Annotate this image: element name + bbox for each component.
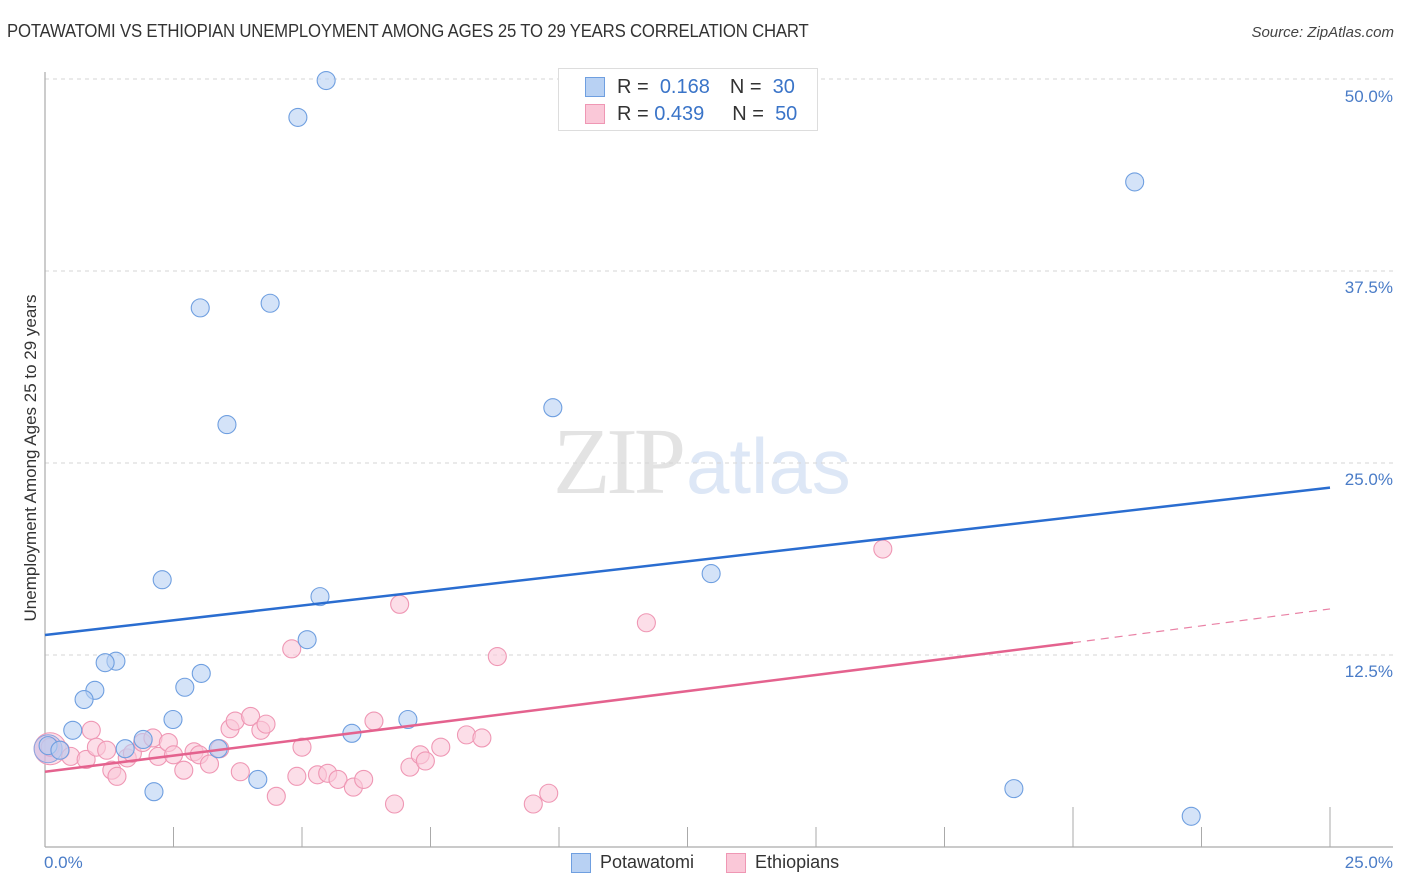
gridlines (45, 78, 1395, 656)
data-point[interactable] (390, 594, 410, 614)
data-point[interactable] (292, 737, 312, 757)
series-legend: Potawatomi Ethiopians (571, 852, 871, 873)
legend-row-ethiopians: R = 0.439 N = 50 (585, 102, 797, 126)
data-point[interactable] (316, 70, 336, 91)
data-point[interactable] (288, 107, 308, 127)
data-point[interactable] (74, 689, 94, 710)
data-point[interactable] (282, 639, 302, 659)
potawatomi-points (33, 70, 1201, 826)
x-tick-25: 25.0% (1344, 853, 1393, 872)
r-value: 0.439 (654, 102, 705, 125)
data-point[interactable] (115, 739, 135, 759)
ethiopians-trend-line (44, 641, 1074, 773)
y-tick-25: 25.0% (1344, 470, 1393, 489)
data-point[interactable] (873, 539, 893, 559)
data-point[interactable] (636, 613, 656, 633)
correlation-legend: R = 0.168 N = 30 R = 0.439 N = 50 (558, 68, 818, 131)
data-point[interactable] (364, 711, 384, 731)
data-point[interactable] (1004, 779, 1024, 799)
data-point[interactable] (328, 769, 348, 789)
data-point[interactable] (217, 415, 237, 435)
y-tick-50: 50.0% (1344, 87, 1393, 106)
data-point[interactable] (199, 754, 220, 774)
data-point[interactable] (1181, 806, 1201, 826)
y-tick-12-5: 12.5% (1344, 662, 1393, 681)
data-point[interactable] (287, 766, 307, 786)
n-value: 30 (772, 75, 795, 98)
data-point[interactable] (50, 740, 70, 760)
data-point[interactable] (152, 570, 172, 590)
data-point[interactable] (256, 714, 276, 734)
r-label: R = (617, 102, 649, 125)
potawatomi-trend-line (44, 486, 1331, 637)
data-point[interactable] (95, 653, 115, 673)
data-point[interactable] (63, 720, 83, 740)
potawatomi-swatch (571, 852, 591, 873)
ethiopians-swatch (585, 104, 605, 124)
data-point[interactable] (415, 751, 435, 771)
chart-title: POTAWATOMI VS ETHIOPIAN UNEMPLOYMENT AMO… (7, 21, 809, 41)
n-label: N = (732, 102, 764, 125)
data-point[interactable] (266, 786, 286, 806)
n-label: N = (729, 75, 762, 98)
potawatomi-swatch (585, 77, 605, 97)
data-point[interactable] (297, 630, 317, 650)
data-point[interactable] (487, 646, 507, 667)
ethiopians-trend-extension (1072, 608, 1331, 644)
data-point[interactable] (230, 762, 250, 782)
data-point[interactable] (523, 794, 543, 814)
data-point[interactable] (398, 709, 418, 730)
data-point[interactable] (163, 709, 183, 730)
legend-label: Ethiopians (755, 852, 840, 872)
y-tick-37-5: 37.5% (1344, 278, 1393, 297)
legend-label: Potawatomi (600, 852, 695, 872)
watermark-zip: ZIP (553, 410, 686, 514)
r-value: 0.168 (659, 75, 710, 98)
zipatlas-watermark: ZIPatlas (553, 408, 851, 516)
data-point[interactable] (241, 706, 261, 726)
legend-row-potawatomi: R = 0.168 N = 30 (585, 75, 795, 99)
data-point[interactable] (539, 783, 559, 803)
data-point[interactable] (81, 720, 101, 740)
axes (44, 72, 1393, 848)
legend-item-ethiopians[interactable]: Ethiopians (726, 852, 839, 873)
data-point[interactable] (133, 729, 153, 750)
legend-item-potawatomi[interactable]: Potawatomi (571, 852, 694, 873)
data-point[interactable] (175, 677, 195, 697)
data-point[interactable] (248, 769, 268, 789)
trend-lines (44, 486, 1331, 773)
data-point[interactable] (144, 782, 164, 802)
r-label: R = (617, 75, 649, 98)
data-point[interactable] (1125, 172, 1145, 192)
data-point[interactable] (97, 740, 117, 760)
data-point[interactable] (107, 766, 127, 786)
data-point[interactable] (431, 737, 451, 757)
watermark-atlas: atlas (686, 422, 851, 510)
data-point[interactable] (190, 298, 210, 318)
y-axis-label: Unemployment Among Ages 25 to 29 years (21, 294, 40, 622)
data-point[interactable] (260, 293, 280, 313)
data-point[interactable] (174, 760, 194, 780)
source-label: Source: ZipAtlas.com (1251, 24, 1394, 41)
data-point[interactable] (310, 587, 330, 607)
data-point[interactable] (384, 794, 405, 814)
n-value: 50 (775, 102, 798, 125)
data-point[interactable] (191, 663, 211, 683)
x-tick-0: 0.0% (44, 853, 83, 872)
ethiopians-swatch (726, 852, 747, 873)
data-point[interactable] (76, 749, 96, 769)
data-point[interactable] (701, 564, 721, 584)
data-point[interactable] (456, 725, 477, 745)
data-point[interactable] (472, 728, 492, 748)
data-point[interactable] (543, 398, 563, 418)
data-point[interactable] (354, 769, 374, 789)
